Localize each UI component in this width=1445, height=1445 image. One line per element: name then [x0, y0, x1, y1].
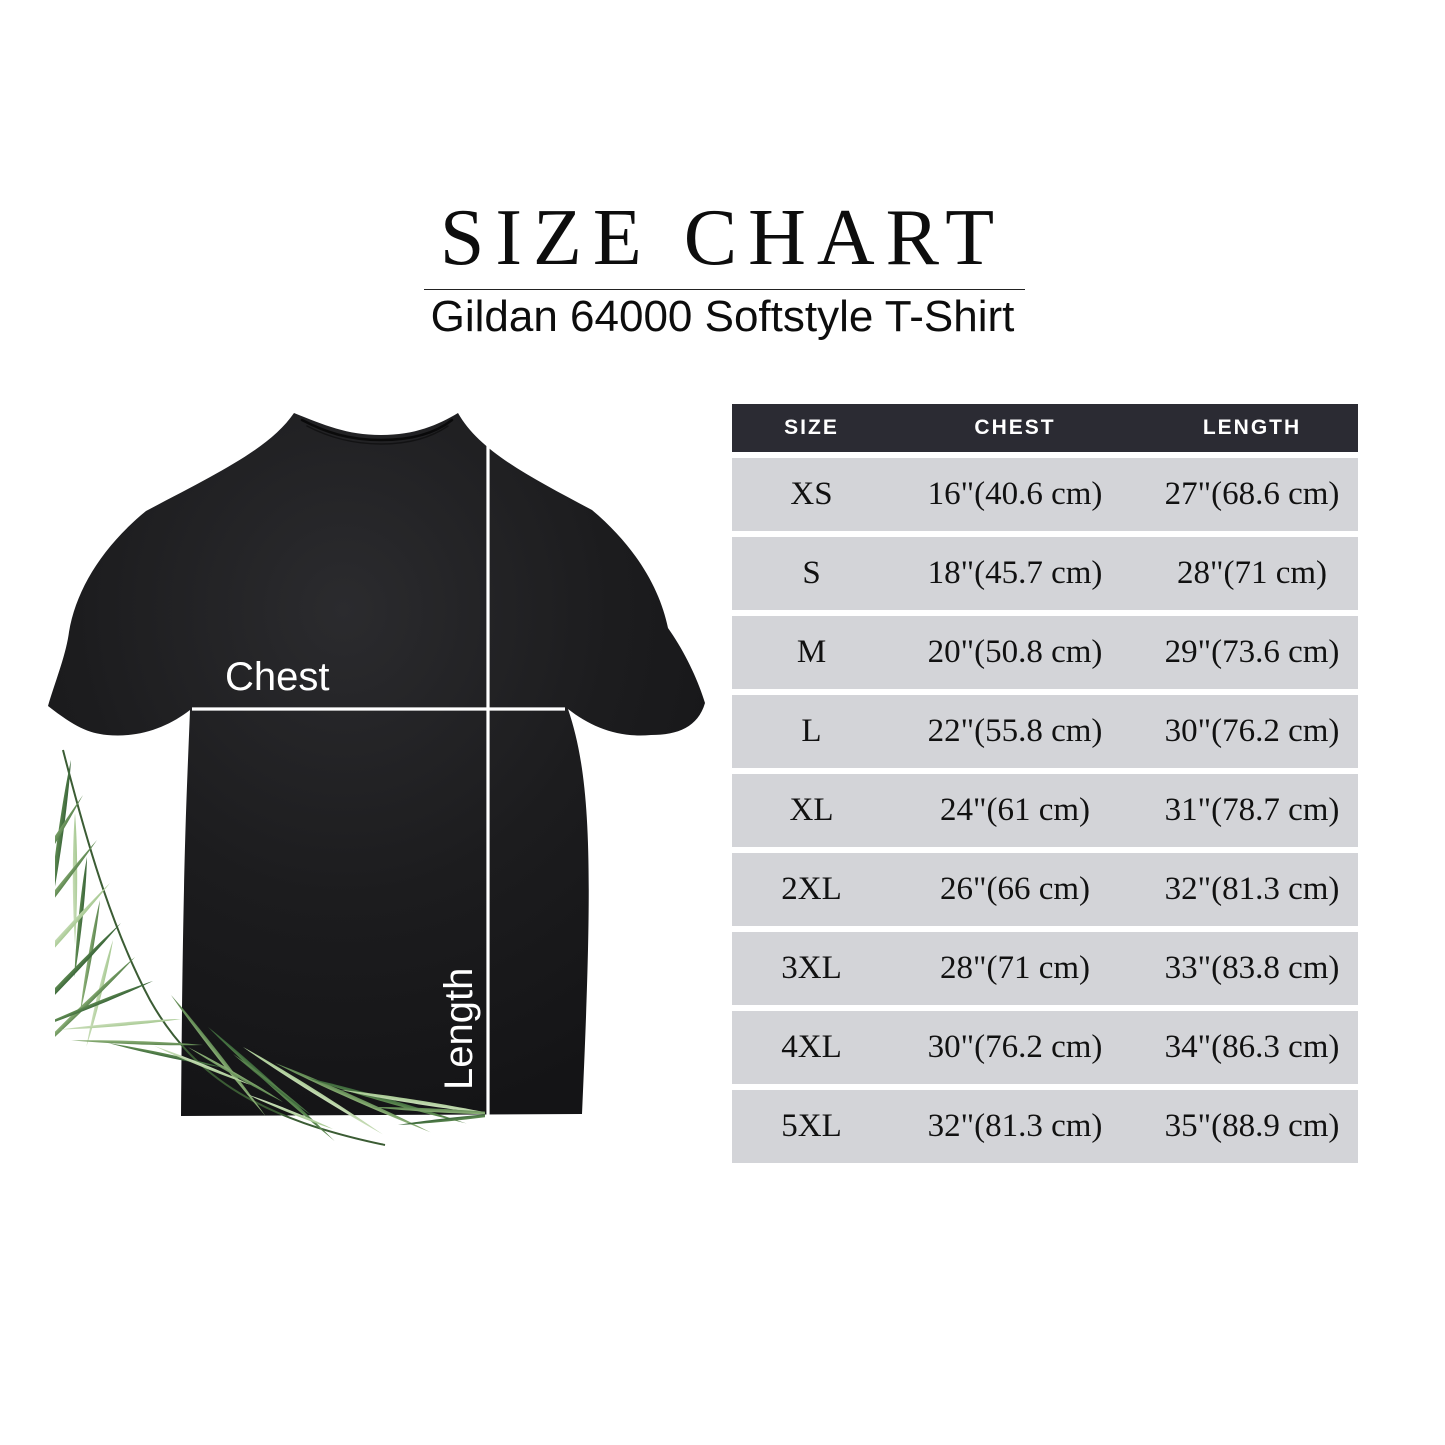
- svg-text:Chest: Chest: [225, 655, 330, 699]
